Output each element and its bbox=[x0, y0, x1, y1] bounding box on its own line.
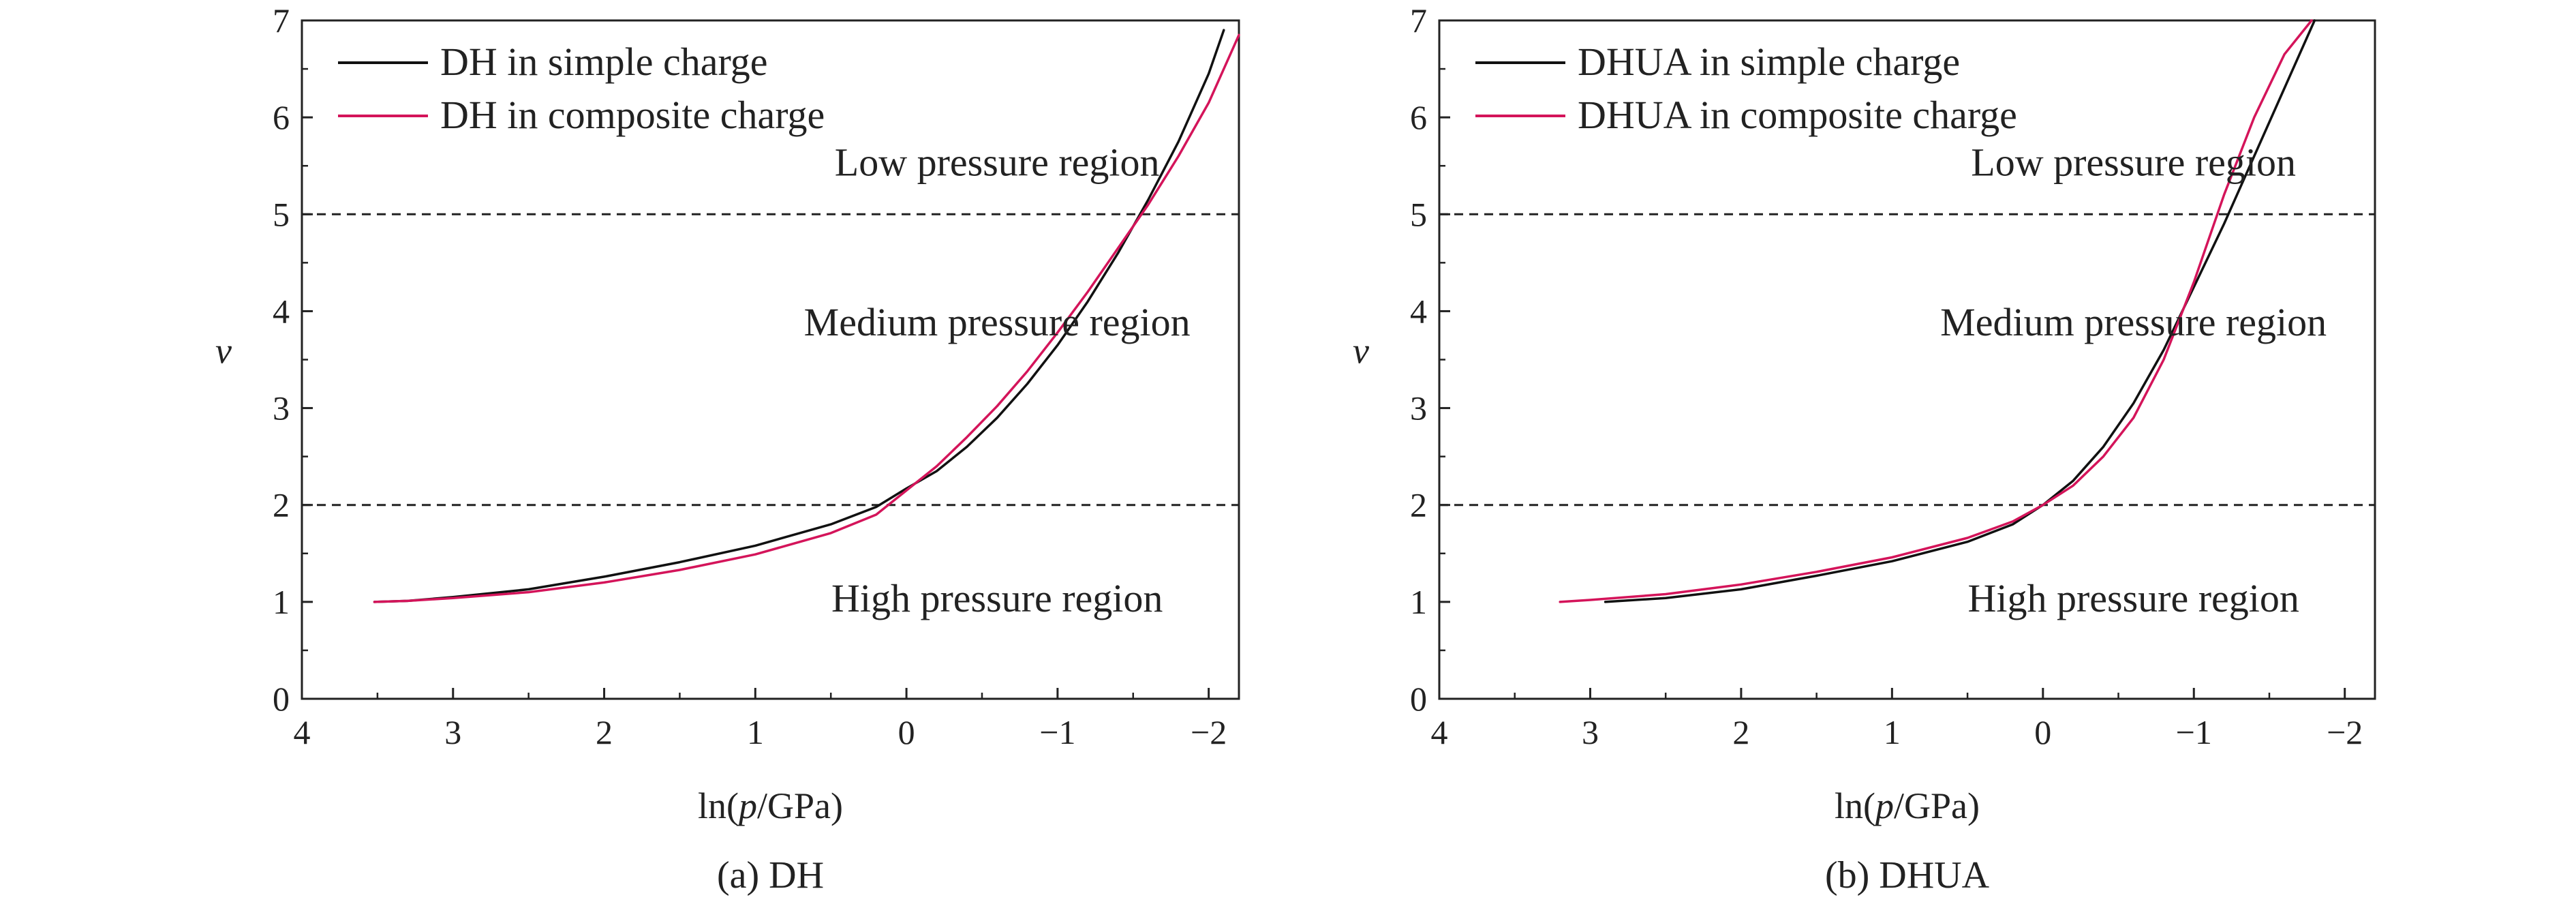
y-axis-label: v bbox=[215, 331, 232, 372]
y-tick-label: 4 bbox=[1410, 292, 1427, 330]
y-tick-label: 7 bbox=[1410, 1, 1427, 40]
y-axis-label: v bbox=[1353, 331, 1369, 372]
panel-caption: (b) DHUA bbox=[1825, 854, 1990, 897]
y-tick-label: 0 bbox=[273, 680, 290, 718]
y-tick-label: 2 bbox=[273, 486, 290, 524]
x-axis-label: ln(p/GPa) bbox=[698, 785, 843, 826]
chart-panel-dh: 4 3 2 1 0 −1 −2 0 1 2 3 4 5 6 7 DH in simple charge DH i… bbox=[215, 1, 1240, 897]
series-line-composite-charge bbox=[373, 33, 1240, 603]
legend-entry: DHUA in composite charge bbox=[1578, 93, 2017, 137]
x-tick-label: 1 bbox=[747, 713, 764, 751]
region-label: Medium pressure region bbox=[804, 300, 1191, 344]
x-tick-label: −1 bbox=[1039, 713, 1075, 751]
x-tick-label: −2 bbox=[2327, 713, 2363, 751]
y-tick-label: 0 bbox=[1410, 680, 1427, 718]
region-label: High pressure region bbox=[1967, 576, 2299, 620]
y-tick-label: 1 bbox=[1410, 583, 1427, 621]
x-tick-label: −2 bbox=[1191, 713, 1227, 751]
region-label: Low pressure region bbox=[835, 140, 1160, 184]
region-label: Medium pressure region bbox=[1940, 300, 2327, 344]
x-tick-label: 3 bbox=[444, 713, 461, 751]
y-tick-label: 4 bbox=[273, 292, 290, 330]
region-label: Low pressure region bbox=[1971, 140, 2296, 184]
y-tick-label: 2 bbox=[1410, 486, 1427, 524]
legend-entry: DHUA in simple charge bbox=[1578, 40, 1960, 84]
x-tick-label: −1 bbox=[2176, 713, 2212, 751]
y-tick-label: 6 bbox=[1410, 98, 1427, 136]
region-label: High pressure region bbox=[831, 576, 1163, 620]
panel-caption: (a) DH bbox=[717, 854, 824, 897]
chart-panel-dhua: 4 3 2 1 0 −1 −2 0 1 2 3 4 5 6 7 DHUA in simple charge DH… bbox=[1353, 1, 2376, 897]
y-tick-label: 1 bbox=[273, 583, 290, 621]
x-axis-label: ln(p/GPa) bbox=[1835, 785, 1980, 826]
y-tick-label: 7 bbox=[273, 1, 290, 40]
x-tick-label: 0 bbox=[2034, 713, 2051, 751]
y-tick-label: 6 bbox=[273, 98, 290, 136]
x-tick-label: 4 bbox=[1431, 713, 1448, 751]
y-tick-label: 3 bbox=[273, 389, 290, 427]
x-tick-label: 3 bbox=[1582, 713, 1599, 751]
x-tick-label: 0 bbox=[898, 713, 915, 751]
x-tick-label: 4 bbox=[294, 713, 311, 751]
x-tick-label: 2 bbox=[596, 713, 613, 751]
x-tick-label: 2 bbox=[1732, 713, 1749, 751]
legend-entry: DH in composite charge bbox=[440, 93, 825, 137]
y-tick-label: 5 bbox=[1410, 195, 1427, 233]
y-tick-label: 3 bbox=[1410, 389, 1427, 427]
x-tick-label: 1 bbox=[1884, 713, 1901, 751]
legend-entry: DH in simple charge bbox=[440, 40, 768, 84]
series-line-composite-charge bbox=[1559, 19, 2313, 603]
series-line-simple-charge bbox=[1604, 19, 2316, 603]
y-tick-label: 5 bbox=[273, 195, 290, 233]
